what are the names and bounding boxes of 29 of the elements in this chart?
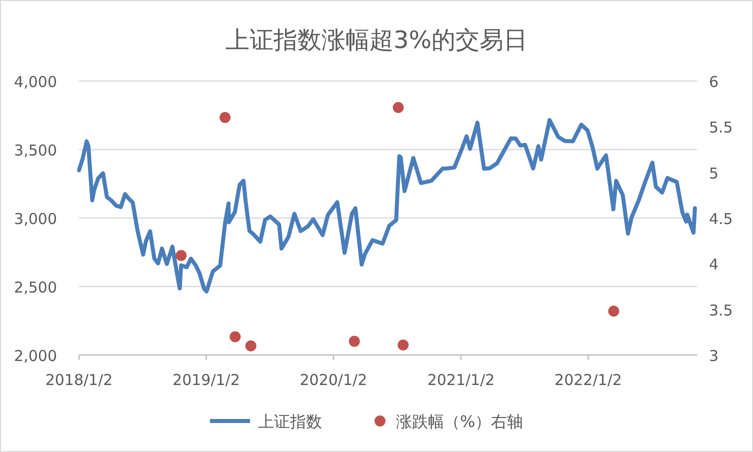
point — [176, 250, 187, 261]
x-tick-label: 2022/1/2 — [554, 371, 622, 389]
x-tick-label: 2020/1/2 — [300, 371, 368, 389]
y2-tick-label: 3.5 — [709, 301, 733, 320]
legend-label: 上证指数 — [258, 412, 322, 431]
y-tick-label: 2,500 — [14, 278, 57, 296]
y2-tick-label: 6 — [709, 73, 719, 91]
chart-title: 上证指数涨幅超3%的交易日 — [225, 26, 528, 54]
point — [398, 339, 409, 350]
y-tick-label: 3,500 — [14, 142, 57, 160]
y2-tick-label: 3 — [709, 347, 719, 365]
y-tick-label: 4,000 — [14, 73, 57, 91]
point — [245, 340, 256, 352]
point — [392, 102, 404, 113]
point — [230, 331, 241, 342]
x-tick-label: 2019/1/2 — [172, 371, 240, 389]
y2-tick-label: 4 — [709, 256, 719, 274]
point — [608, 306, 620, 317]
y2-tick-label: 5.5 — [709, 118, 733, 137]
x-tick-label: 2021/1/2 — [427, 371, 495, 389]
x-tick-label: 2018/1/2 — [45, 371, 113, 389]
point — [220, 112, 231, 124]
y2-tick-label: 5 — [709, 164, 719, 182]
y-tick-label: 2,000 — [14, 347, 57, 365]
line-series — [77, 118, 697, 294]
y2-tick-label: 4.5 — [709, 210, 733, 228]
point — [348, 336, 360, 347]
y-tick-label: 3,000 — [14, 210, 57, 228]
legend-label: 涨跌幅（%）右轴 — [396, 412, 524, 431]
